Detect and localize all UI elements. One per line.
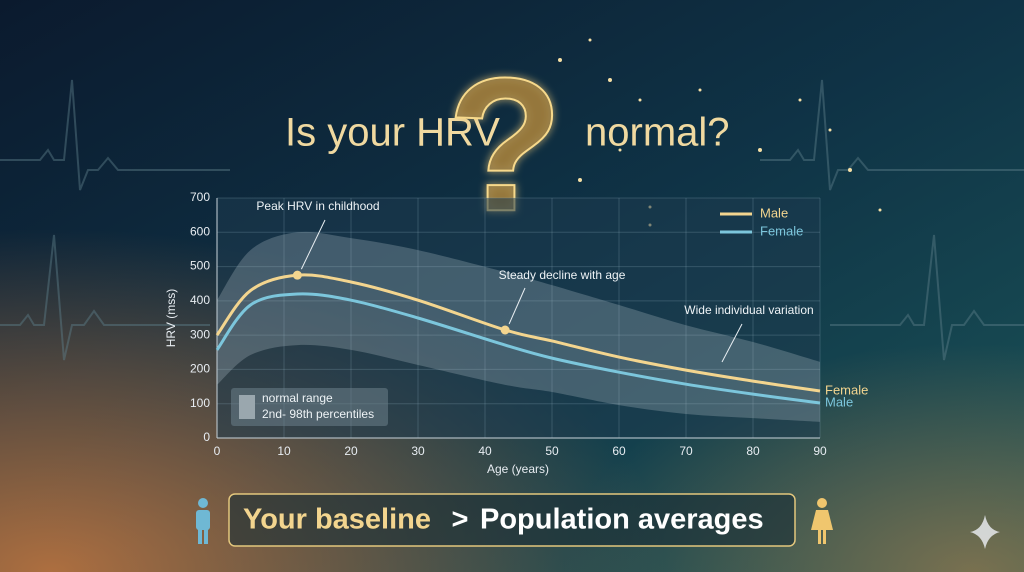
female-icon xyxy=(811,498,833,544)
y-tick-label: 500 xyxy=(190,259,210,273)
band-legend: normal range 2nd- 98th percentiles xyxy=(231,388,388,426)
highlight-point xyxy=(292,270,302,280)
normal-range-band xyxy=(217,231,820,422)
x-tick-label: 40 xyxy=(478,444,492,458)
x-axis-label: Age (years) xyxy=(487,462,549,476)
band-legend-description: 2nd- 98th percentiles xyxy=(262,407,374,421)
y-tick-label: 400 xyxy=(190,293,210,307)
x-tick-label: 60 xyxy=(612,444,626,458)
footer-right: Population averages xyxy=(480,504,764,536)
footer-sign: > xyxy=(452,504,469,536)
y-tick-label: 100 xyxy=(190,396,210,410)
y-axis-label: HRV (mss) xyxy=(164,289,178,347)
male-icon xyxy=(196,498,210,544)
legend-label: Male xyxy=(760,205,788,220)
footer-box xyxy=(228,493,796,547)
annotation: Wide individual variation xyxy=(684,303,813,317)
series-line xyxy=(215,292,821,405)
legend-label: Female xyxy=(760,223,803,238)
y-tick-label: 200 xyxy=(190,362,210,376)
x-tick-label: 0 xyxy=(214,444,221,458)
annotation-pointer xyxy=(721,323,743,363)
x-tick-label: 50 xyxy=(545,444,559,458)
x-tick-label: 80 xyxy=(746,444,760,458)
footer-left: Your baseline xyxy=(243,504,431,536)
y-tick-label: 300 xyxy=(190,327,210,341)
annotation-pointer xyxy=(300,219,326,270)
band-legend-label: normal range xyxy=(262,391,333,405)
ecg-decoration xyxy=(0,79,1024,361)
band-legend-box xyxy=(231,388,388,426)
annotation-pointer xyxy=(508,287,526,325)
annotation: Steady decline with age xyxy=(499,268,626,282)
end-label: Male xyxy=(825,394,853,409)
x-tick-label: 10 xyxy=(277,444,291,458)
x-tick-label: 90 xyxy=(813,444,827,458)
y-tick-label: 0 xyxy=(203,430,210,444)
x-tick-label: 20 xyxy=(344,444,358,458)
end-label: Female xyxy=(825,382,868,397)
highlight-point xyxy=(500,325,510,335)
annotation: Peak HRV in childhood xyxy=(256,199,379,213)
x-tick-label: 30 xyxy=(411,444,425,458)
sparkle-icon xyxy=(970,515,1000,549)
title-end: normal? xyxy=(585,111,730,155)
title-start: Is your HRV xyxy=(285,111,500,155)
x-tick-label: 70 xyxy=(679,444,693,458)
band-legend-swatch xyxy=(239,395,255,419)
y-tick-label: 700 xyxy=(190,190,210,204)
y-tick-label: 600 xyxy=(190,224,210,238)
